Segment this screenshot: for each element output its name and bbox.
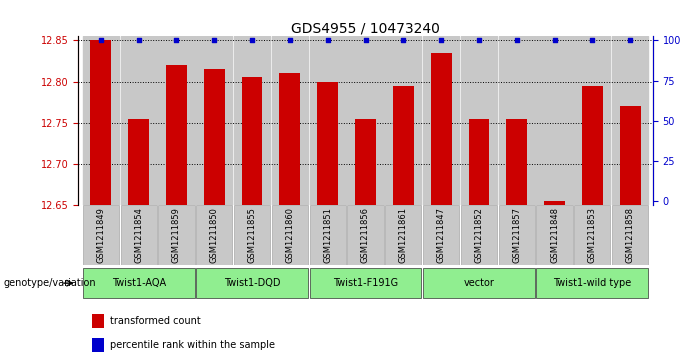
Text: GSM1211848: GSM1211848 <box>550 207 559 263</box>
Bar <box>83 269 194 298</box>
Bar <box>272 205 308 265</box>
Bar <box>385 205 422 265</box>
Point <box>511 37 522 43</box>
Point <box>322 37 333 43</box>
Bar <box>196 269 308 298</box>
Bar <box>234 205 270 265</box>
Point <box>473 37 484 43</box>
Bar <box>537 36 573 205</box>
Bar <box>318 82 338 205</box>
Bar <box>309 205 346 265</box>
Bar <box>393 86 413 205</box>
Point <box>436 37 447 43</box>
Text: GSM1211861: GSM1211861 <box>398 207 408 263</box>
Text: GSM1211849: GSM1211849 <box>97 207 105 263</box>
Bar <box>90 40 112 205</box>
Bar <box>166 65 187 205</box>
Text: GSM1211851: GSM1211851 <box>323 207 333 263</box>
Bar <box>309 269 422 298</box>
Bar <box>612 36 648 205</box>
Text: GSM1211856: GSM1211856 <box>361 207 370 263</box>
Bar <box>241 77 262 205</box>
Bar <box>423 269 535 298</box>
Point <box>549 37 560 43</box>
Point <box>133 37 144 43</box>
Bar <box>83 205 119 265</box>
Bar <box>347 205 384 265</box>
Bar <box>158 36 194 205</box>
Bar <box>272 36 308 205</box>
Text: Twist1-DQD: Twist1-DQD <box>224 278 280 288</box>
Bar <box>619 106 641 205</box>
Bar <box>469 119 490 205</box>
Bar <box>92 338 104 352</box>
Bar <box>430 53 452 205</box>
Point <box>587 37 598 43</box>
Point <box>398 37 409 43</box>
Bar <box>158 205 194 265</box>
Bar <box>83 36 119 205</box>
Point <box>360 37 371 43</box>
Bar <box>355 119 376 205</box>
Bar <box>461 205 497 265</box>
Text: Twist1-AQA: Twist1-AQA <box>112 278 166 288</box>
Text: GSM1211854: GSM1211854 <box>134 207 143 263</box>
Text: GSM1211860: GSM1211860 <box>286 207 294 263</box>
Bar <box>574 36 611 205</box>
Point <box>171 37 182 43</box>
Bar <box>612 205 648 265</box>
Text: GSM1211859: GSM1211859 <box>172 207 181 263</box>
Text: Twist1-F191G: Twist1-F191G <box>333 278 398 288</box>
Point <box>625 37 636 43</box>
Bar <box>498 36 535 205</box>
Bar <box>582 86 602 205</box>
Bar <box>507 119 527 205</box>
Text: GSM1211858: GSM1211858 <box>626 207 634 263</box>
Bar <box>537 269 648 298</box>
Text: GSM1211855: GSM1211855 <box>248 207 256 263</box>
Bar <box>129 119 149 205</box>
Bar <box>196 36 233 205</box>
Text: vector: vector <box>464 278 494 288</box>
Text: percentile rank within the sample: percentile rank within the sample <box>110 340 275 350</box>
Text: GSM1211853: GSM1211853 <box>588 207 597 263</box>
Bar <box>279 73 301 205</box>
Point <box>284 37 295 43</box>
Bar <box>537 205 573 265</box>
Bar <box>120 205 157 265</box>
Bar <box>309 36 346 205</box>
Bar <box>385 36 422 205</box>
Text: transformed count: transformed count <box>110 316 201 326</box>
Bar <box>92 314 104 328</box>
Bar <box>461 36 497 205</box>
Bar <box>544 201 565 205</box>
Text: Twist1-wild type: Twist1-wild type <box>554 278 632 288</box>
Point <box>247 37 258 43</box>
Bar <box>347 36 384 205</box>
Text: GSM1211857: GSM1211857 <box>512 207 521 263</box>
Bar <box>423 36 459 205</box>
Bar <box>574 205 611 265</box>
Bar <box>196 205 233 265</box>
Bar <box>234 36 270 205</box>
Text: GSM1211852: GSM1211852 <box>475 207 483 263</box>
Point <box>209 37 220 43</box>
Title: GDS4955 / 10473240: GDS4955 / 10473240 <box>291 21 440 35</box>
Text: GSM1211847: GSM1211847 <box>437 207 445 263</box>
Text: genotype/variation: genotype/variation <box>3 278 96 288</box>
Point <box>95 37 106 43</box>
Bar <box>423 205 459 265</box>
Bar <box>498 205 535 265</box>
Bar <box>204 69 224 205</box>
Bar <box>120 36 157 205</box>
Text: GSM1211850: GSM1211850 <box>210 207 219 263</box>
